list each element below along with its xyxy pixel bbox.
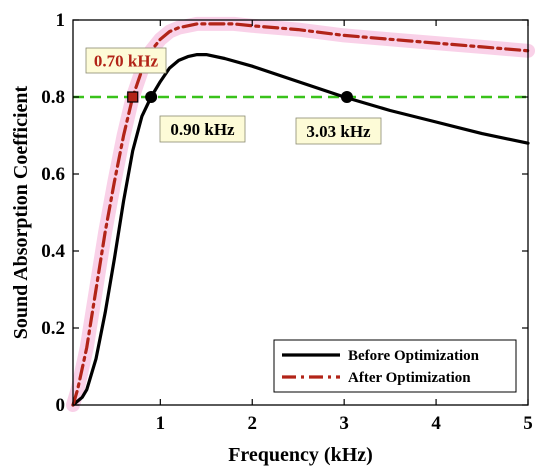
annotation-box bbox=[85, 47, 167, 74]
legend-box bbox=[273, 339, 517, 393]
y-tick-label: 0 bbox=[56, 395, 66, 416]
y-tick-label: 0.8 bbox=[41, 87, 65, 108]
annotation-3-03-khz: 3.03 kHz bbox=[295, 117, 382, 145]
marker-circle bbox=[340, 91, 353, 103]
axis-ticks: 1 2 3 4 5 0 0.2 0.4 0.6 0.8 1 bbox=[41, 10, 533, 434]
marker-square bbox=[127, 91, 139, 103]
series-line-after bbox=[71, 22, 530, 407]
x-tick-label: 5 bbox=[523, 413, 533, 434]
annotation-label: 0.90 kHz bbox=[170, 120, 235, 139]
marker-layer bbox=[127, 91, 353, 103]
annotation-box bbox=[159, 115, 246, 143]
plot-frame bbox=[72, 19, 529, 406]
annotation-0-70-khz: 0.70 kHz bbox=[85, 47, 167, 74]
legend-label-after: After Optimization bbox=[348, 370, 471, 386]
y-tick-label: 1 bbox=[56, 10, 66, 31]
x-tick-label: 3 bbox=[339, 413, 349, 434]
y-tick-label: 0.4 bbox=[41, 241, 65, 262]
x-axis-title: Frequency (kHz) bbox=[228, 444, 373, 466]
annotation-0-90-khz: 0.90 kHz bbox=[159, 115, 246, 143]
legend: Before Optimization After Optimization bbox=[273, 339, 517, 393]
y-tick-label: 0.6 bbox=[41, 164, 65, 185]
x-tick-label: 4 bbox=[431, 413, 441, 434]
annotation-label: 3.03 kHz bbox=[306, 122, 371, 141]
x-tick-label: 2 bbox=[247, 413, 257, 434]
legend-label-before: Before Optimization bbox=[348, 348, 480, 364]
y-axis-title: Sound Absorption Coefficient bbox=[10, 85, 32, 339]
annotation-label: 0.70 kHz bbox=[94, 52, 159, 71]
marker-circle bbox=[145, 91, 158, 103]
x-tick-label: 1 bbox=[156, 413, 166, 434]
annotation-box bbox=[295, 117, 382, 145]
y-tick-label: 0.2 bbox=[41, 318, 65, 339]
